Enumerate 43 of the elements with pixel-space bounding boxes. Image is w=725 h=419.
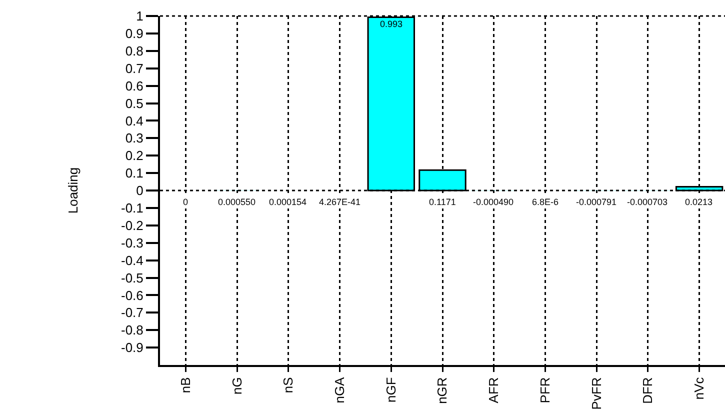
data-label: 0.1171: [429, 197, 456, 207]
y-tick-label: -0.1: [120, 200, 144, 216]
y-tick-label: 0.5: [125, 96, 144, 111]
data-label: 0: [183, 197, 188, 207]
x-tick-label: nGF: [383, 377, 398, 402]
y-tick-label: -0.5: [120, 270, 144, 286]
y-tick-label: 0.3: [125, 130, 144, 146]
data-label: 0.993: [380, 19, 403, 29]
y-tick-label: 1: [136, 8, 144, 24]
y-tick-label: -0.3: [120, 235, 144, 250]
y-tick-label: -0.4: [120, 252, 144, 268]
y-tick-label: 0.1: [125, 166, 144, 181]
x-tick-label: nGR: [434, 377, 450, 404]
data-label: 0.0213: [685, 197, 713, 207]
y-tick-label: 0.2: [125, 148, 144, 164]
x-tick-label: AFR: [486, 377, 502, 404]
y-tick-label: 0.9: [125, 26, 144, 41]
y-tick-label: 0: [136, 183, 144, 198]
data-label: 0.000550: [218, 197, 256, 207]
y-axis-title: Loading: [65, 167, 80, 214]
y-tick-label: -0.9: [120, 340, 144, 356]
x-tick-label: PvFR: [588, 377, 604, 410]
y-tick-label: 0.4: [125, 113, 144, 128]
x-tick-label: DFR: [640, 377, 656, 404]
x-tick-label: nB: [178, 377, 193, 394]
y-tick-label: -0.6: [120, 288, 144, 303]
x-tick-label: nS: [280, 376, 296, 394]
y-tick-label: -0.7: [120, 305, 144, 320]
y-tick-label: 0.7: [125, 60, 144, 76]
data-label: -0.000703: [627, 197, 668, 207]
y-tick-label: -0.8: [120, 322, 144, 338]
x-tick-label: PFR: [537, 377, 552, 404]
y-tick-label: 0.6: [125, 78, 144, 94]
x-tick-label: nG: [229, 377, 244, 395]
data-label: 4.267E-41: [319, 197, 361, 207]
x-tick-label: nGA: [332, 376, 347, 404]
y-tick-label: -0.2: [120, 218, 144, 233]
data-label: -0.000490: [473, 197, 514, 207]
y-tick-label: 0.8: [125, 43, 144, 58]
data-label: 6.8E-6: [532, 197, 559, 207]
data-label: -0.000791: [576, 197, 617, 207]
x-tick-label: nVc: [692, 376, 707, 400]
data-label: 0.000154: [269, 197, 307, 207]
